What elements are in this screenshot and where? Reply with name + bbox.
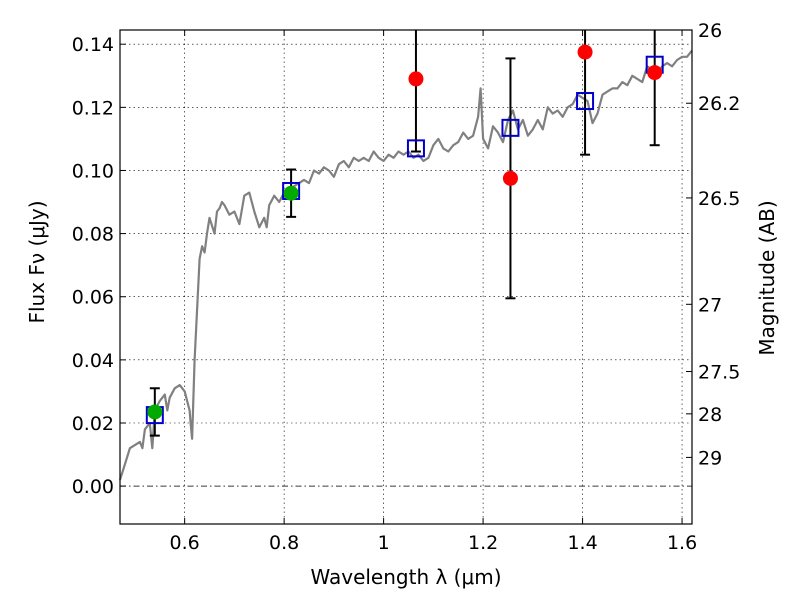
grid-lines [120,30,692,524]
axis-ticks [120,29,692,524]
right-axis-label: Magnitude (AB) [755,200,779,355]
optical-flux-point [283,185,299,201]
x-tick-label: 1.6 [667,532,697,554]
observed-flux-point [408,71,424,87]
x-tick-label: 1.2 [468,532,498,554]
right-tick-label: 27 [698,294,722,316]
right-tick-label: 26.5 [698,188,740,210]
right-tick-label: 28 [698,404,722,426]
tick-labels: 0.6 0.8 1 1.2 1.4 1.6 0.00 0.02 0.04 0.06 0.08 0.10… [72,20,741,554]
right-tick-label: 27.5 [698,362,740,384]
x-tick-label: 0.8 [269,532,299,554]
right-tick-label: 26.2 [698,93,740,115]
y-tick-label: 0.06 [72,287,114,309]
y-tick-label: 0.12 [72,97,114,119]
y-tick-label: 0.02 [72,413,114,435]
observed-flux-point [577,44,593,60]
y-tick-label: 0.10 [72,160,114,182]
x-axis-label-text: Wavelength λ (μm) [310,565,501,589]
y-tick-label: 0.14 [72,34,114,56]
model-spectrum-line [118,49,693,481]
y-axis-label: Flux Fν (μJy) [25,200,49,323]
model-flux-square [406,139,425,158]
observed-flux-point [502,170,518,186]
x-tick-label: 1.4 [567,532,597,554]
y-axis-label-text: Flux Fν (μJy) [25,200,49,323]
x-tick-label: 1 [378,532,390,554]
y-tick-label: 0.08 [72,224,114,246]
y-tick-label: 0.04 [72,350,114,372]
y-tick-label: 0.00 [72,476,114,498]
x-axis-label: Wavelength λ (μm) [310,565,501,589]
optical-flux-point [147,404,163,420]
right-tick-label: 26 [698,20,722,42]
model-flux-square [501,118,520,137]
x-tick-label: 0.6 [170,532,200,554]
model-flux-square [576,92,595,111]
plot-area [118,30,693,481]
observed-flux-point [647,65,663,81]
right-axis-label-text: Magnitude (AB) [755,200,779,355]
right-tick-label: 29 [698,447,722,469]
axes-frame [119,29,693,525]
